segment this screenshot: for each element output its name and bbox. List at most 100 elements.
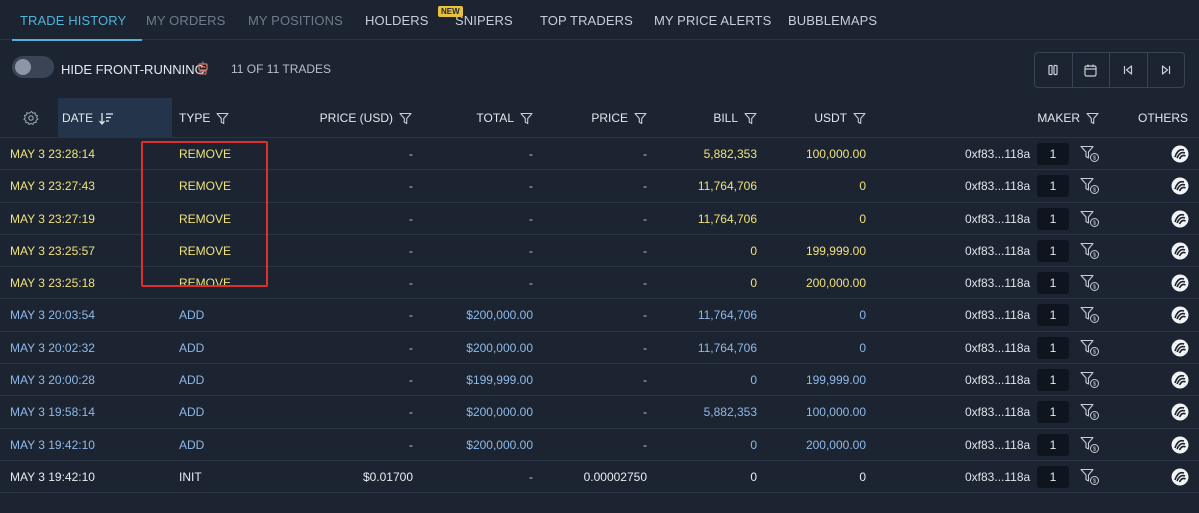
- filter-maker-icon[interactable]: $: [1080, 371, 1100, 389]
- table-row[interactable]: MAY 3 23:27:19 REMOVE - - - 11,764,706 0 0xf83.…: [0, 203, 1199, 235]
- maker-trade-count[interactable]: 1: [1037, 433, 1069, 456]
- tab-bubblemaps[interactable]: BUBBLEMAPS: [788, 13, 878, 28]
- maker-trade-count[interactable]: 1: [1037, 143, 1069, 165]
- column-total[interactable]: TOTAL: [476, 111, 533, 125]
- table-row[interactable]: MAY 3 23:27:43 REMOVE - - - 11,764,706 0 0xf83.…: [0, 170, 1199, 203]
- maker-address[interactable]: 0xf83...118a: [965, 308, 1031, 323]
- maker-address[interactable]: 0xf83...118a: [965, 437, 1031, 452]
- filter-icon[interactable]: [216, 112, 229, 125]
- bubblemaps-icon[interactable]: [1171, 306, 1189, 324]
- maker-trade-count[interactable]: 1: [1037, 465, 1069, 488]
- maker-address[interactable]: 0xf83...118a: [965, 340, 1031, 355]
- table-row[interactable]: MAY 3 23:28:14 REMOVE - - - 5,882,353 100,000.…: [0, 138, 1199, 171]
- column-type[interactable]: TYPE: [179, 111, 229, 125]
- filter-maker-icon[interactable]: $: [1080, 339, 1100, 357]
- column-price-usd[interactable]: PRICE (USD): [320, 111, 412, 125]
- column-maker[interactable]: MAKER: [1037, 111, 1099, 125]
- maker-trade-count[interactable]: 1: [1037, 272, 1069, 295]
- tab-my-positions[interactable]: MY POSITIONS: [248, 13, 343, 28]
- filter-icon[interactable]: [634, 112, 647, 125]
- maker-address[interactable]: 0xf83...118a: [965, 211, 1031, 226]
- filter-maker-icon[interactable]: $: [1080, 242, 1100, 260]
- filter-icon[interactable]: [744, 112, 757, 125]
- gear-icon[interactable]: [23, 110, 39, 126]
- maker-address[interactable]: 0xf83...118a: [965, 469, 1031, 484]
- trade-total: $200,000.00: [466, 405, 533, 420]
- trade-total: -: [529, 243, 533, 258]
- maker-trade-count[interactable]: 1: [1037, 175, 1069, 198]
- maker-address[interactable]: 0xf83...118a: [965, 405, 1031, 420]
- filter-maker-icon[interactable]: $: [1080, 468, 1100, 486]
- bubblemaps-icon[interactable]: [1171, 468, 1189, 486]
- maker-trade-count[interactable]: 1: [1037, 239, 1069, 262]
- maker-address[interactable]: 0xf83...118a: [965, 147, 1031, 161]
- filter-maker-icon[interactable]: $: [1080, 403, 1100, 421]
- tab-snipers[interactable]: SNIPERS: [455, 13, 513, 28]
- skip-back-button[interactable]: [1110, 53, 1148, 87]
- bubblemaps-icon[interactable]: [1171, 339, 1189, 357]
- filter-icon[interactable]: [1086, 112, 1099, 125]
- trade-date: MAY 3 19:42:10: [10, 437, 95, 452]
- filter-maker-icon[interactable]: $: [1080, 145, 1100, 163]
- bubblemaps-icon[interactable]: [1171, 371, 1189, 389]
- trade-total: $200,000.00: [466, 437, 533, 452]
- table-row[interactable]: MAY 3 23:25:18 REMOVE - - - 0 200,000.00 0xf83.…: [0, 267, 1199, 300]
- robot-icon: [198, 61, 208, 75]
- column-usdt[interactable]: USDT: [814, 111, 866, 125]
- column-bill[interactable]: BILL: [713, 111, 757, 125]
- calendar-button[interactable]: [1073, 53, 1110, 87]
- trade-bill: 11,764,706: [697, 340, 757, 355]
- column-date[interactable]: DATE: [62, 111, 114, 125]
- bubblemaps-icon[interactable]: [1171, 177, 1189, 195]
- trade-total: -: [529, 147, 533, 161]
- trade-total: -: [529, 211, 533, 226]
- hide-front-running-toggle[interactable]: [12, 56, 54, 78]
- bubblemaps-icon[interactable]: [1171, 210, 1189, 228]
- bubblemaps-icon[interactable]: [1171, 403, 1189, 421]
- maker-trade-count[interactable]: 1: [1037, 369, 1069, 392]
- filter-maker-icon[interactable]: $: [1080, 210, 1100, 228]
- tab-trade-history[interactable]: TRADE HISTORY: [11, 0, 143, 41]
- filter-maker-icon[interactable]: $: [1080, 306, 1100, 324]
- table-row[interactable]: MAY 3 20:03:54 ADD - $200,000.00 - 11,764,706…: [0, 299, 1199, 332]
- filter-icon[interactable]: [399, 112, 412, 125]
- filter-maker-icon[interactable]: $: [1080, 436, 1100, 454]
- maker-trade-count[interactable]: 1: [1037, 336, 1069, 359]
- filter-maker-icon[interactable]: $: [1080, 177, 1100, 195]
- skip-forward-button[interactable]: [1148, 53, 1185, 87]
- trade-usdt: 0: [859, 179, 866, 194]
- trade-usdt: 0: [859, 340, 866, 355]
- tab-top-traders[interactable]: TOP TRADERS: [540, 13, 633, 28]
- svg-text:$: $: [1093, 446, 1096, 452]
- table-row[interactable]: MAY 3 19:42:10 ADD - $200,000.00 - 0 200,000.0…: [0, 429, 1199, 461]
- bubblemaps-icon[interactable]: [1171, 145, 1189, 163]
- tab-holders[interactable]: HOLDERS: [365, 13, 429, 28]
- trade-price-usd: -: [409, 276, 413, 291]
- pause-button[interactable]: [1035, 53, 1073, 87]
- maker-trade-count[interactable]: 1: [1037, 401, 1069, 424]
- maker-address[interactable]: 0xf83...118a: [965, 179, 1031, 194]
- sort-desc-icon[interactable]: [99, 112, 114, 125]
- trade-bill: 0: [750, 243, 757, 258]
- tab-my-orders[interactable]: MY ORDERS: [146, 13, 226, 28]
- maker-trade-count[interactable]: 1: [1037, 304, 1069, 327]
- maker-trade-count[interactable]: 1: [1037, 207, 1069, 230]
- svg-text:$: $: [1093, 414, 1096, 420]
- filter-maker-icon[interactable]: $: [1080, 274, 1100, 292]
- filter-icon[interactable]: [853, 112, 866, 125]
- filter-icon[interactable]: [520, 112, 533, 125]
- bubblemaps-icon[interactable]: [1171, 274, 1189, 292]
- maker-address[interactable]: 0xf83...118a: [965, 243, 1031, 258]
- table-row[interactable]: MAY 3 20:02:32 ADD - $200,000.00 - 11,764,706…: [0, 332, 1199, 365]
- bubblemaps-icon[interactable]: [1171, 436, 1189, 454]
- bubblemaps-icon[interactable]: [1171, 242, 1189, 260]
- maker-address[interactable]: 0xf83...118a: [965, 373, 1031, 388]
- table-row[interactable]: MAY 3 19:58:14 ADD - $200,000.00 - 5,882,353 1…: [0, 396, 1199, 429]
- table-row[interactable]: MAY 3 23:25:57 REMOVE - - - 0 199,999.00 0xf83.…: [0, 235, 1199, 268]
- tab-my-price-alerts[interactable]: MY PRICE ALERTS: [654, 13, 772, 28]
- table-row[interactable]: MAY 3 19:42:10 INIT $0.01700 - 0.00002750 0 0 0…: [0, 461, 1199, 494]
- table-row[interactable]: MAY 3 20:00:28 ADD - $199,999.00 - 0 199,999.0…: [0, 364, 1199, 397]
- maker-address[interactable]: 0xf83...118a: [965, 276, 1031, 291]
- trade-date: MAY 3 23:25:18: [10, 276, 95, 291]
- column-price[interactable]: PRICE: [591, 111, 647, 125]
